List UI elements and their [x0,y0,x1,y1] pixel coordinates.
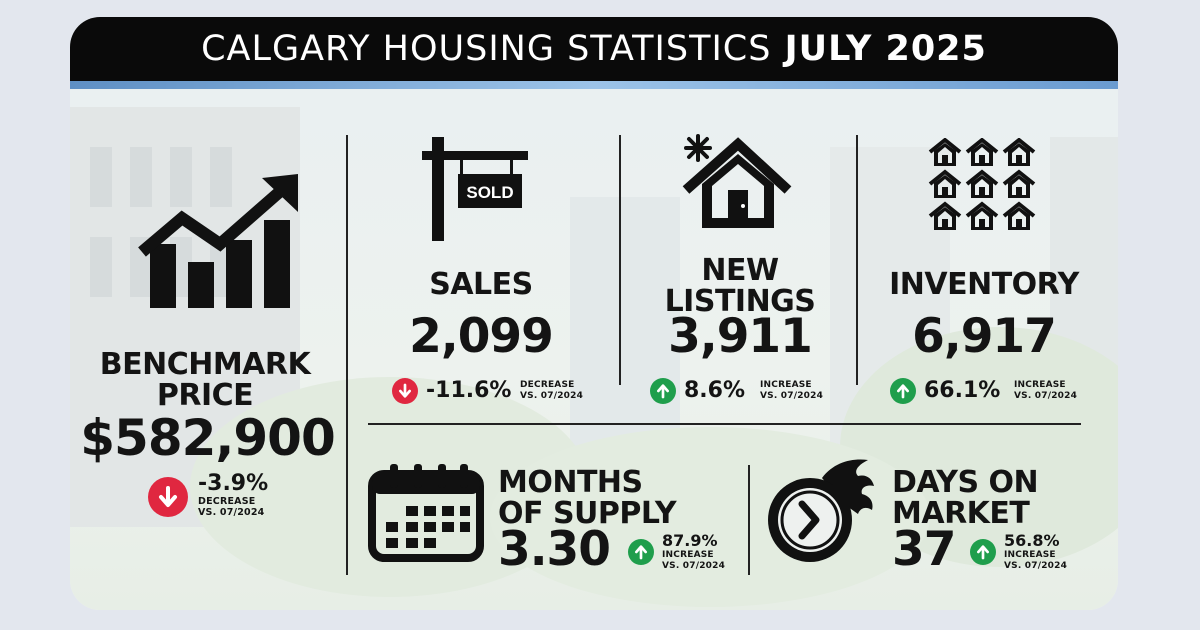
arrow-up-icon [635,545,647,560]
small-house-icon [928,138,962,166]
months-supply-change-group: 87.9% INCREASE VS. 07/2024 [662,531,725,572]
benchmark-label-line2: PRICE [156,378,254,413]
sales-note-line2: VS. 07/2024 [520,391,584,401]
new-listings-note: INCREASE VS. 07/2024 [760,380,823,402]
arrow-up-icon [897,384,909,399]
months-supply-label: MONTHS OF SUPPLY [498,467,738,529]
page-title: CALGARY HOUSING STATISTICS JULY 2025 [70,17,1118,81]
sales-change-arrow [392,378,418,404]
small-house-icon [928,169,962,198]
divider-listings-inventory [856,135,858,385]
months-supply-label-line1: MONTHS [498,465,643,500]
months-supply-label-line2: OF SUPPLY [498,496,677,531]
calendar-icon [368,464,484,562]
new-house-icon [682,134,792,228]
divider-sales-listings [619,135,621,385]
title-prefix: CALGARY HOUSING STATISTICS [201,29,772,69]
benchmark-change: -3.9% [198,471,269,496]
fast-clock-icon [768,459,874,562]
new-listings-note-line1: INCREASE [760,380,812,390]
arrow-down-icon [399,383,411,398]
sales-change: -11.6% [426,378,512,403]
benchmark-note: DECREASE VS. 07/2024 [198,496,264,518]
benchmark-label: BENCHMARK PRICE [85,349,325,411]
sales-label: SALES [429,267,533,302]
inventory-change: 66.1% [924,378,1001,403]
header-bar [70,17,1118,81]
small-house-icon [928,201,962,230]
small-house-icon [965,201,999,230]
divider-supply-days [748,465,750,575]
new-listings-change-arrow [650,378,676,404]
days-on-market-change-arrow [970,539,996,565]
small-house-icon [965,138,999,166]
months-supply-change: 87.9% [662,531,718,550]
sales-note: DECREASE VS. 07/2024 [520,380,583,402]
small-house-icon [1002,201,1036,230]
arrow-up-icon [977,545,989,560]
months-supply-value: 3.30 [498,522,611,577]
inventory-note-line1: INCREASE [1014,380,1066,390]
small-house-icon [965,169,999,198]
inventory-note-line2: VS. 07/2024 [1014,391,1078,401]
benchmark-value: $582,900 [80,409,336,467]
arrow-down-icon [159,486,177,507]
benchmark-note-line2: VS. 07/2024 [198,507,265,518]
days-on-market-change: 56.8% [1004,531,1060,550]
benchmark-note-line1: DECREASE [198,496,256,507]
arrow-up-icon [657,384,669,399]
months-supply-note-line1: INCREASE [662,550,714,560]
days-on-market-change-group: 56.8% INCREASE VS. 07/2024 [1004,531,1067,572]
benchmark-label-line1: BENCHMARK [99,347,311,382]
benchmark-change-arrow [148,477,188,517]
new-listings-value: 3,911 [668,309,813,364]
days-on-market-note-line2: VS. 07/2024 [1004,561,1068,571]
days-on-market-value: 37 [892,522,956,577]
new-listings-note-line2: VS. 07/2024 [760,391,824,401]
small-house-icon [1002,138,1036,166]
inventory-value: 6,917 [912,309,1057,364]
houses-grid-icon [928,138,1036,230]
divider-horizontal [368,423,1081,425]
new-listings-label-line2: LISTINGS [664,284,816,319]
inventory-change-arrow [890,378,916,404]
days-on-market-label: DAYS ON MARKET [892,467,1092,529]
inventory-label: INVENTORY [889,267,1079,302]
title-suffix: JULY 2025 [784,29,987,69]
months-supply-change-arrow [628,539,654,565]
sold-sign-icon: SOLD [422,137,528,241]
infographic-card: CALGARY HOUSING STATISTICS JULY 2025 BEN… [70,17,1118,610]
sold-sign-text: SOLD [466,183,513,202]
divider-left [346,135,348,575]
inventory-note: INCREASE VS. 07/2024 [1014,380,1077,402]
days-on-market-label-line2: MARKET [892,496,1030,531]
new-listings-change: 8.6% [684,378,746,403]
sales-note-line1: DECREASE [520,380,575,390]
days-on-market-note-line1: INCREASE [1004,550,1056,560]
new-listings-label-line1: NEW [701,253,779,288]
months-supply-note-line2: VS. 07/2024 [662,561,726,571]
accent-line [70,81,1118,89]
rising-bar-chart-icon [138,174,298,308]
days-on-market-label-line1: DAYS ON [892,465,1039,500]
new-listings-label: NEW LISTINGS [630,255,850,317]
sales-value: 2,099 [409,309,554,364]
small-house-icon [1002,169,1036,198]
